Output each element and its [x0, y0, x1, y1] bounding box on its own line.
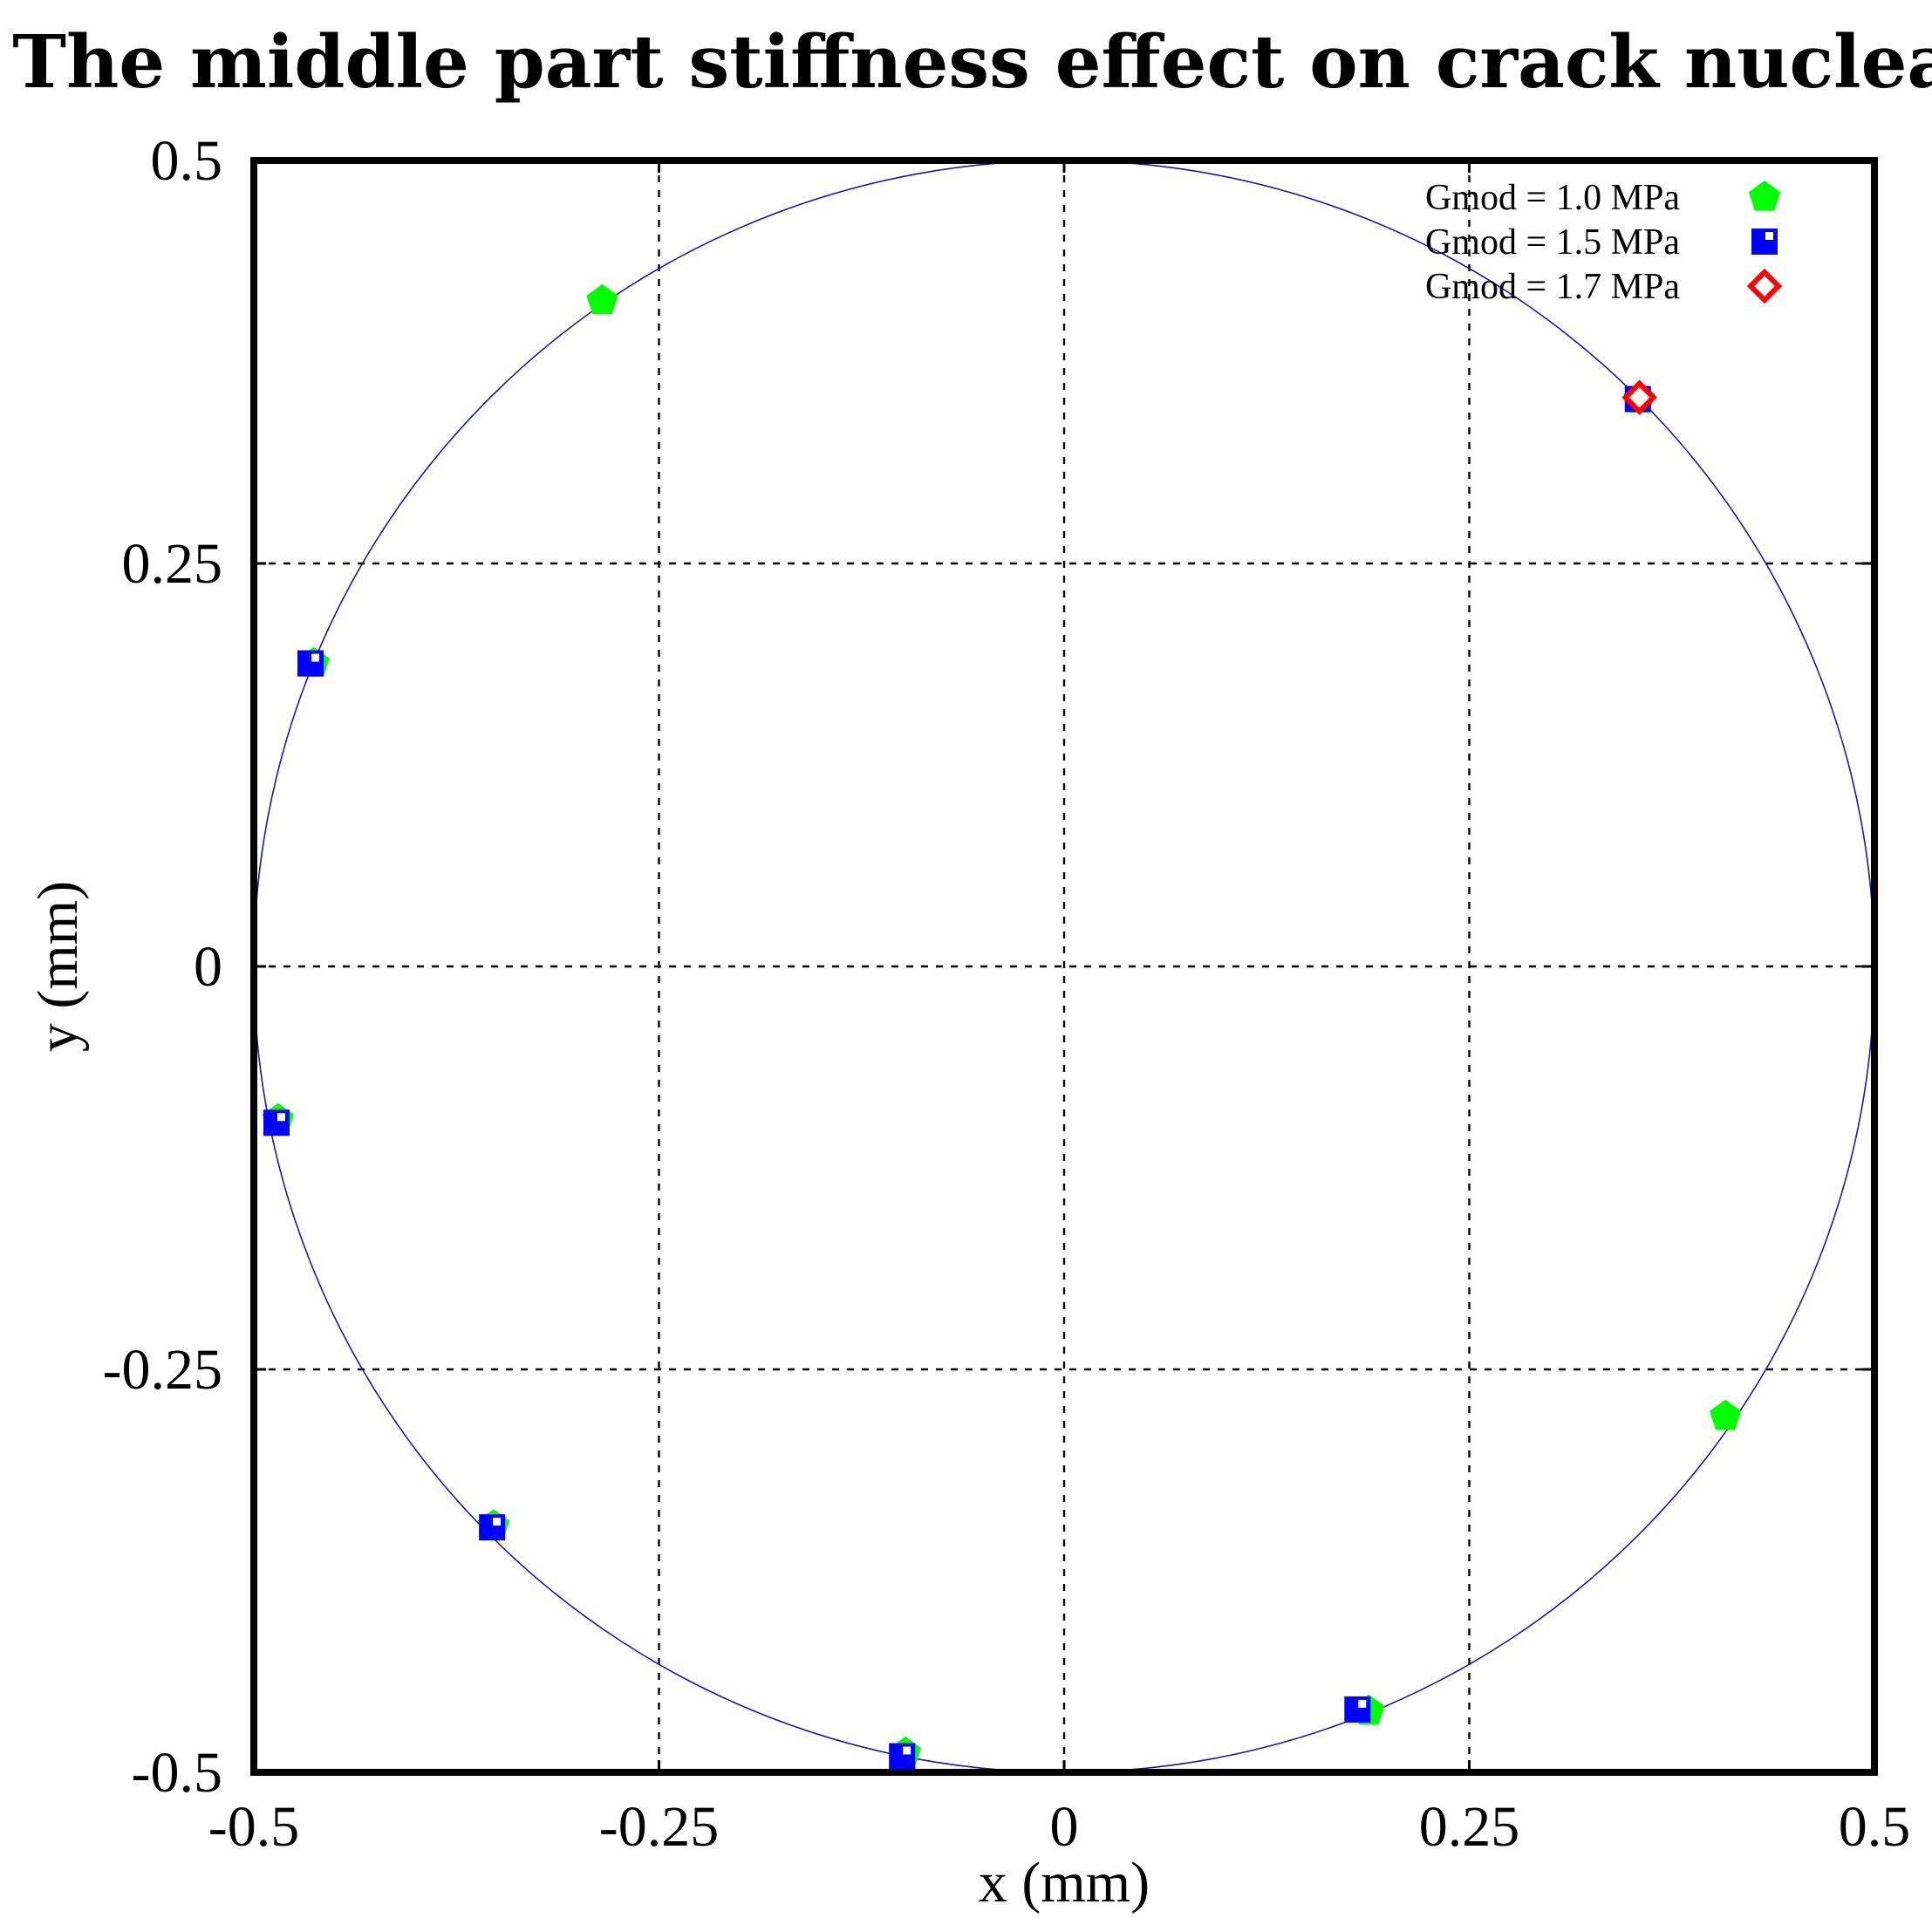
marker-square-notch — [493, 1518, 502, 1526]
y-tick-label: 0.5 — [151, 129, 223, 193]
marker-diamond — [1746, 268, 1783, 304]
data-point — [586, 283, 618, 315]
ticks: -0.5 -0.25 0 0.25 0.5 -0.5 -0.25 0 0.25 0.5 — [103, 129, 1911, 1859]
marker-diamond — [1621, 379, 1657, 415]
marker-square — [1344, 1696, 1371, 1723]
legend-label: Gmod = 1.7 MPa — [1425, 267, 1680, 307]
x-tick-label: 0.5 — [1839, 1795, 1911, 1859]
legend-label: Gmod = 1.5 MPa — [1425, 222, 1680, 263]
marker-square — [889, 1743, 916, 1770]
series-2 — [263, 386, 1651, 1770]
data-point — [297, 650, 324, 677]
marker-square — [479, 1514, 506, 1541]
legend-marker — [1748, 181, 1781, 211]
x-tick-label: -0.25 — [599, 1795, 719, 1859]
y-tick-label: 0.25 — [122, 532, 223, 596]
grid — [254, 160, 1874, 1772]
x-axis-label: x (mm) — [979, 1851, 1150, 1915]
y-tick-label: -0.25 — [103, 1338, 222, 1402]
series-3 — [1621, 379, 1657, 415]
marker-square — [297, 650, 324, 677]
data-point — [263, 1109, 290, 1136]
marker-square-notch — [1765, 232, 1773, 240]
chart-title: The middle part stiffness effect on crac… — [12, 19, 1932, 105]
data-point — [1621, 379, 1657, 415]
x-tick-label: -0.5 — [208, 1795, 299, 1859]
marker-square-notch — [277, 1113, 286, 1122]
legend-marker — [1746, 268, 1783, 304]
data-points — [262, 283, 1742, 1770]
data-point — [1344, 1696, 1371, 1723]
y-tick-label: 0 — [194, 935, 222, 999]
series-1 — [262, 283, 1742, 1767]
marker-square — [1751, 229, 1778, 255]
y-tick-label: -0.5 — [132, 1741, 222, 1805]
marker-square-notch — [311, 653, 320, 662]
x-tick-label: 0.25 — [1419, 1795, 1520, 1859]
x-tick-label: 0 — [1050, 1795, 1079, 1859]
marker-square-notch — [1358, 1699, 1367, 1708]
data-point — [479, 1514, 506, 1541]
data-point — [889, 1743, 916, 1770]
marker-square-notch — [903, 1746, 911, 1755]
y-axis-label: y (mm) — [26, 881, 90, 1052]
marker-square — [263, 1109, 290, 1136]
data-point — [1710, 1399, 1742, 1430]
legend-marker — [1751, 229, 1778, 255]
legend-label: Gmod = 1.0 MPa — [1425, 178, 1680, 218]
